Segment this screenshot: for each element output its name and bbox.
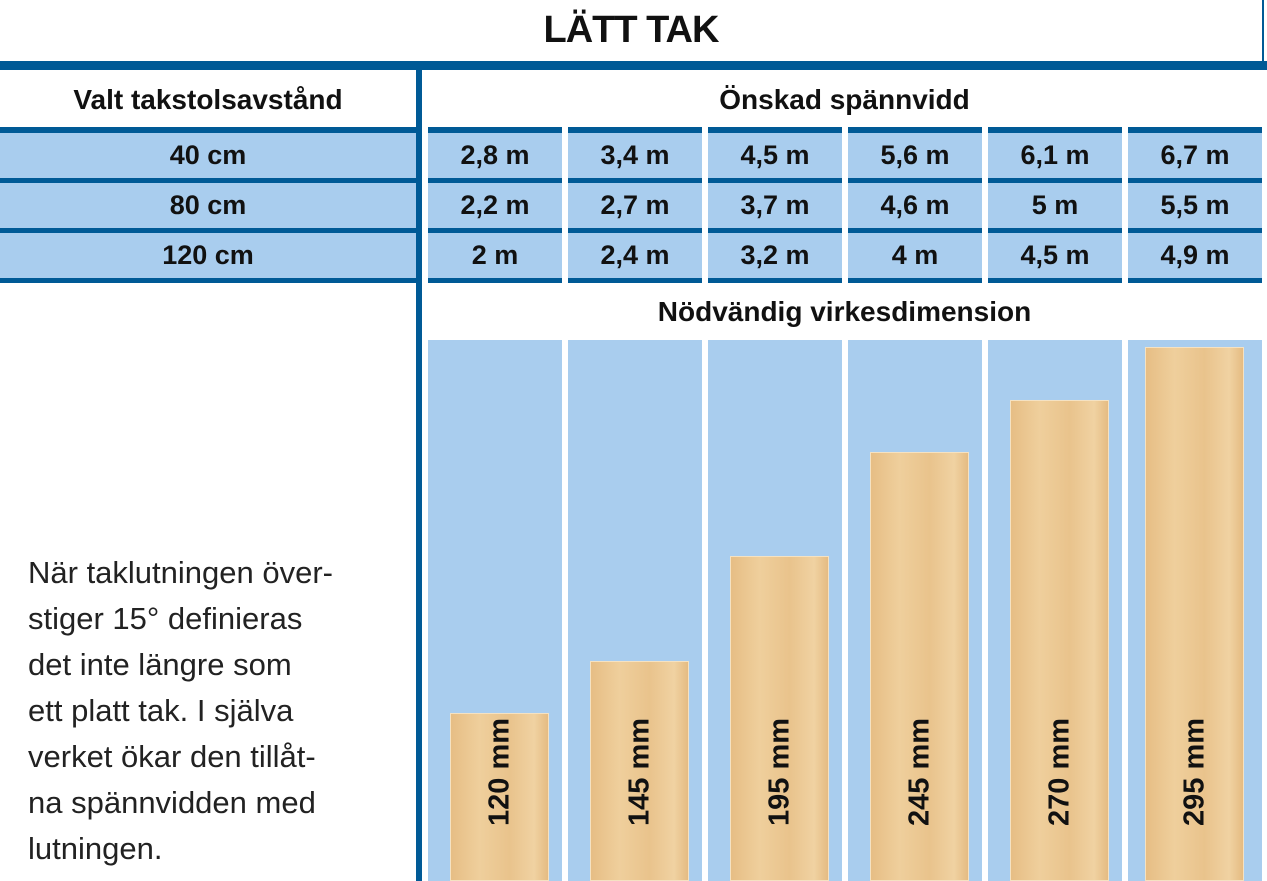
table-line <box>568 127 702 133</box>
lumber-bar: 120 mm <box>450 713 549 881</box>
note-line: lutningen. <box>28 831 163 866</box>
span-cell: 4 m <box>848 233 982 278</box>
table-line <box>848 278 982 283</box>
table-line <box>0 127 416 133</box>
note-text: När taklutningen över-stiger 15° definie… <box>28 550 333 872</box>
bar-label: 195 mm <box>763 717 795 826</box>
note-line: stiger 15° definieras <box>28 601 303 636</box>
span-cell: 4,5 m <box>708 133 842 178</box>
table-line <box>428 127 562 133</box>
table-line <box>0 178 416 183</box>
table-line <box>1128 278 1262 283</box>
table-line <box>848 127 982 133</box>
table-line <box>568 278 702 283</box>
table-line <box>428 228 562 233</box>
bar-column: 245 mm <box>848 340 982 881</box>
bar-label: 120 mm <box>483 717 515 826</box>
column-header: Önskad spännvidd <box>719 83 970 115</box>
table-line <box>708 228 842 233</box>
span-cell: 2,2 m <box>428 183 562 228</box>
span-cell: 2 m <box>428 233 562 278</box>
row-header: Valt takstolsavstånd <box>73 83 343 115</box>
row-label: 80 cm <box>0 183 416 228</box>
bar-label: 295 mm <box>1178 717 1210 826</box>
span-cell: 4,6 m <box>848 183 982 228</box>
bar-column: 270 mm <box>988 340 1122 881</box>
span-cell: 4,9 m <box>1128 233 1262 278</box>
dimension-header: Nödvändig virkesdimension <box>657 296 1032 327</box>
span-cell: 3,2 m <box>708 233 842 278</box>
note-line: na spännvidden med <box>28 785 316 820</box>
table-line <box>848 178 982 183</box>
bar-label: 245 mm <box>903 717 935 826</box>
span-cell: 6,1 m <box>988 133 1122 178</box>
table-line <box>0 228 416 233</box>
span-cell: 5,5 m <box>1128 183 1262 228</box>
note-line: det inte längre som <box>28 647 292 682</box>
span-cell: 5,6 m <box>848 133 982 178</box>
bar-column: 195 mm <box>708 340 842 881</box>
span-cell: 6,7 m <box>1128 133 1262 178</box>
note-line: verket ökar den tillåt- <box>28 739 316 774</box>
lumber-bar: 145 mm <box>590 660 689 881</box>
bar-column: 295 mm <box>1128 340 1262 881</box>
span-cell: 3,7 m <box>708 183 842 228</box>
table-line <box>568 228 702 233</box>
table-line <box>988 278 1122 283</box>
bar-column: 120 mm <box>428 340 562 881</box>
table-line <box>708 127 842 133</box>
table-line <box>1128 178 1262 183</box>
span-cell: 2,8 m <box>428 133 562 178</box>
table-line <box>428 278 562 283</box>
row-label: 120 cm <box>0 233 416 278</box>
span-cell: 3,4 m <box>568 133 702 178</box>
table-line <box>1128 127 1262 133</box>
table-line <box>988 228 1122 233</box>
lumber-bar: 195 mm <box>730 556 829 881</box>
table-line <box>708 178 842 183</box>
table-line <box>0 278 416 283</box>
span-cell: 2,7 m <box>568 183 702 228</box>
table-line <box>988 127 1122 133</box>
lumber-bar: 270 mm <box>1010 399 1109 881</box>
table-line <box>568 178 702 183</box>
note-line: ett platt tak. I själva <box>28 693 294 728</box>
bar-label: 270 mm <box>1043 717 1075 826</box>
bar-label: 145 mm <box>623 717 655 826</box>
note-line: När taklutningen över- <box>28 555 333 590</box>
bar-column: 145 mm <box>568 340 702 881</box>
table-line <box>848 228 982 233</box>
chart-title: LÄTT TAK <box>0 0 1264 61</box>
row-label: 40 cm <box>0 133 416 178</box>
table-line <box>428 178 562 183</box>
span-cell: 5 m <box>988 183 1122 228</box>
lumber-bar: 245 mm <box>870 451 969 881</box>
top-divider <box>0 61 1267 70</box>
table-line <box>1128 228 1262 233</box>
span-cell: 2,4 m <box>568 233 702 278</box>
table-line <box>988 178 1122 183</box>
vertical-divider <box>416 61 422 881</box>
table-line <box>708 278 842 283</box>
span-cell: 4,5 m <box>988 233 1122 278</box>
lumber-bar: 295 mm <box>1145 347 1244 881</box>
